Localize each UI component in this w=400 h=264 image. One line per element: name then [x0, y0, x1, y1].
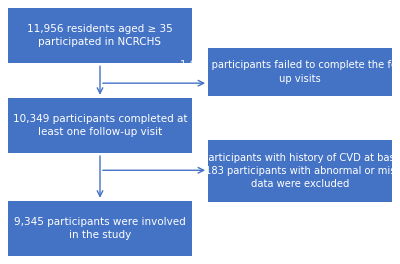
Bar — [208, 48, 392, 96]
Bar — [8, 98, 192, 153]
Text: 10,349 participants completed at
least one follow-up visit: 10,349 participants completed at least o… — [13, 114, 187, 137]
Text: 11,956 residents aged ≥ 35
participated in NCRCHS: 11,956 residents aged ≥ 35 participated … — [27, 24, 173, 47]
Bar — [208, 140, 392, 202]
Bar — [8, 201, 192, 256]
Text: 1,607 participants failed to complete the follow-
up visits: 1,607 participants failed to complete th… — [180, 60, 400, 83]
Text: 9,345 participants were involved
in the study: 9,345 participants were involved in the … — [14, 217, 186, 240]
Text: 821 participants with history of CVD at baseline
and 183 participants with abnor: 821 participants with history of CVD at … — [180, 153, 400, 189]
Bar — [8, 8, 192, 63]
